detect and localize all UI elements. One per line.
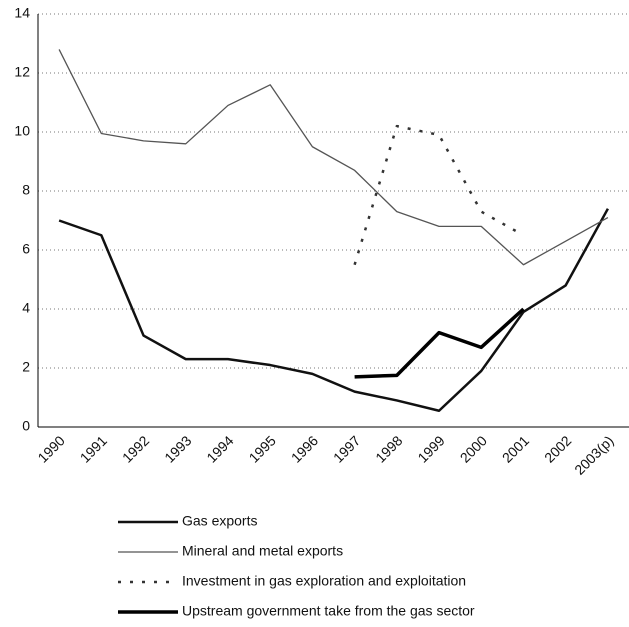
y-tick-label: 10 bbox=[14, 123, 30, 139]
legend-label: Mineral and metal exports bbox=[182, 543, 343, 559]
legend-label: Upstream government take from the gas se… bbox=[182, 603, 475, 619]
y-tick-label: 0 bbox=[22, 418, 30, 434]
series-line bbox=[58, 49, 609, 266]
x-tick-label: 2002 bbox=[541, 432, 574, 465]
x-tick-label: 1995 bbox=[246, 432, 279, 465]
x-tick-label: 1991 bbox=[77, 432, 110, 465]
y-tick-label: 4 bbox=[22, 300, 30, 316]
x-tick-label: 1999 bbox=[414, 432, 447, 465]
y-tick-label: 8 bbox=[22, 182, 30, 198]
series-line bbox=[354, 307, 525, 379]
x-tick-label: 2003(p) bbox=[571, 432, 616, 477]
y-tick-label: 14 bbox=[14, 5, 30, 21]
series-line bbox=[353, 124, 525, 266]
x-tick-label: 1990 bbox=[35, 432, 68, 465]
x-tick-label: 2000 bbox=[457, 432, 490, 465]
y-tick-label: 6 bbox=[22, 241, 30, 257]
x-tick-label: 1997 bbox=[330, 432, 363, 465]
y-tick-label: 12 bbox=[14, 64, 30, 80]
x-tick-label: 1994 bbox=[203, 432, 236, 465]
x-tick-label: 1996 bbox=[288, 432, 321, 465]
y-tick-label: 2 bbox=[22, 359, 30, 375]
series-line bbox=[58, 208, 609, 413]
legend-label: Gas exports bbox=[182, 513, 257, 529]
x-tick-label: 2001 bbox=[499, 432, 532, 465]
x-tick-label: 1993 bbox=[161, 432, 194, 465]
x-tick-label: 1992 bbox=[119, 432, 152, 465]
legend-label: Investment in gas exploration and exploi… bbox=[182, 573, 466, 589]
x-tick-label: 1998 bbox=[372, 432, 405, 465]
